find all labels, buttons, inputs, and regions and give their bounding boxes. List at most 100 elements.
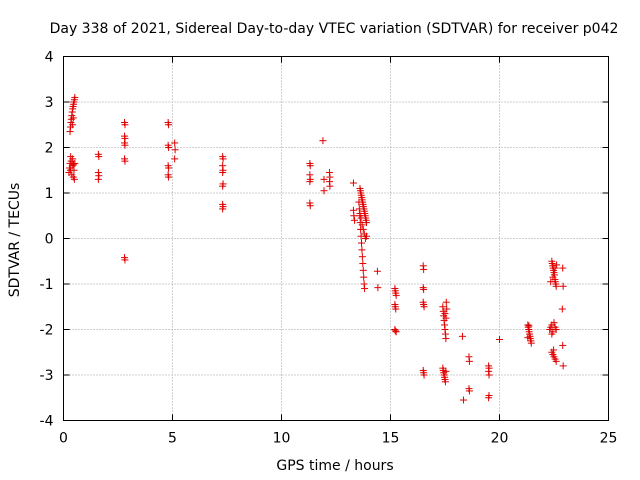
data-point — [553, 261, 561, 269]
data-point — [326, 182, 334, 190]
x-axis-label: GPS time / hours — [276, 458, 393, 474]
data-point — [358, 239, 366, 247]
data-point — [306, 162, 314, 170]
data-point — [320, 175, 328, 183]
data-point — [460, 396, 468, 404]
data-point — [559, 341, 567, 349]
data-point — [165, 164, 173, 172]
data-point — [165, 173, 173, 181]
data-point — [374, 284, 382, 292]
data-point — [551, 264, 559, 272]
data-point — [559, 362, 567, 370]
data-point — [350, 212, 358, 220]
data-point — [420, 265, 428, 273]
data-point — [442, 335, 450, 343]
data-point — [70, 175, 78, 183]
data-point — [559, 264, 567, 272]
data-point — [391, 327, 399, 335]
data-point — [95, 153, 103, 161]
x-tick-label: 5 — [168, 431, 177, 447]
x-tick-label: 20 — [491, 431, 509, 447]
data-point — [552, 282, 560, 290]
data-point — [349, 179, 357, 187]
x-tick-label: 0 — [59, 431, 68, 447]
data-point — [465, 357, 473, 365]
data-point — [442, 298, 450, 306]
data-point — [67, 153, 75, 161]
data-point — [219, 205, 227, 213]
data-point — [420, 285, 428, 293]
data-point — [420, 303, 428, 311]
axis-ticks — [63, 56, 609, 421]
data-point — [356, 209, 364, 217]
data-point — [458, 332, 466, 340]
data-point — [69, 114, 77, 122]
y-tick-label: 1 — [45, 186, 54, 202]
data-point — [559, 282, 567, 290]
data-point — [547, 278, 555, 286]
x-tick-labels: 0 5 10 15 20 25 — [59, 431, 617, 447]
y-tick-label: -1 — [40, 277, 54, 293]
data-point — [121, 256, 129, 264]
data-point — [363, 219, 371, 227]
y-axis-label: SDTVAR / TECUs — [7, 183, 23, 298]
data-point — [361, 285, 369, 293]
data-point — [465, 387, 473, 395]
data-point — [171, 139, 179, 147]
data-point — [319, 137, 327, 145]
data-point — [355, 205, 363, 213]
data-point — [442, 367, 450, 375]
data-point — [219, 182, 227, 190]
x-tick-label: 15 — [382, 431, 400, 447]
data-point — [351, 216, 359, 224]
data-point — [548, 330, 556, 338]
data-point — [550, 319, 558, 327]
data-point — [306, 178, 314, 186]
data-point — [443, 305, 451, 313]
data-point — [373, 267, 381, 275]
data-point — [550, 346, 558, 354]
data-point — [420, 371, 428, 379]
x-tick-label: 25 — [600, 431, 618, 447]
y-tick-label: 4 — [45, 50, 54, 66]
data-point — [359, 260, 367, 268]
data-point — [320, 187, 328, 195]
data-point — [359, 225, 367, 233]
data-point — [355, 198, 363, 206]
data-point — [71, 93, 79, 101]
data-point — [441, 378, 449, 386]
data-point — [69, 121, 77, 129]
data-point — [171, 155, 179, 163]
data-point — [165, 121, 173, 129]
data-point — [441, 310, 449, 318]
data-point — [165, 144, 173, 151]
data-point — [360, 273, 368, 281]
data-point — [552, 326, 560, 333]
data-point — [121, 157, 129, 165]
data-point — [527, 339, 535, 347]
y-tick-label: 2 — [45, 141, 54, 157]
y-tick-label: 0 — [45, 232, 54, 248]
y-tick-label: 3 — [45, 95, 54, 111]
data-points — [65, 93, 567, 404]
data-point — [496, 336, 503, 344]
data-point — [392, 328, 400, 336]
data-point — [358, 253, 366, 261]
data-point — [558, 305, 566, 313]
data-point — [357, 214, 365, 222]
y-tick-labels: -4 -3 -2 -1 0 1 2 3 4 — [40, 50, 54, 430]
data-point — [306, 202, 314, 210]
data-point — [219, 155, 227, 163]
data-point — [524, 334, 532, 342]
data-point — [70, 161, 78, 169]
data-point — [219, 169, 227, 177]
data-point — [71, 159, 79, 167]
chart-title: Day 338 of 2021, Sidereal Day-to-day VTE… — [50, 21, 619, 37]
y-tick-label: -2 — [40, 323, 54, 339]
y-tick-label: -3 — [40, 368, 54, 384]
y-tick-label: -4 — [40, 414, 54, 430]
data-point — [485, 371, 493, 379]
data-point — [171, 146, 179, 154]
data-point — [549, 273, 557, 281]
